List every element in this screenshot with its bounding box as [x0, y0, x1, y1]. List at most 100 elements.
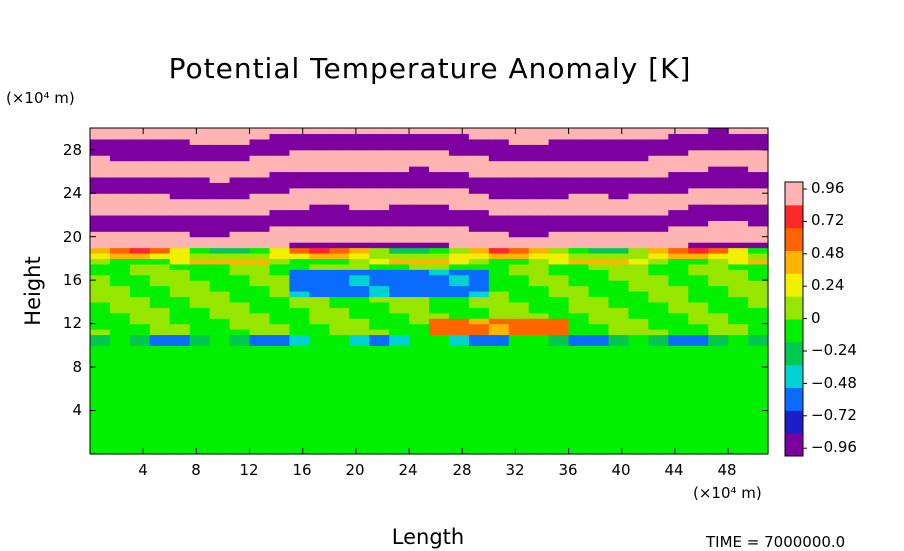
heatmap-cell — [189, 345, 211, 352]
heatmap-cell — [748, 166, 769, 173]
heatmap-cell — [448, 247, 470, 254]
heatmap-cell — [289, 155, 310, 162]
heatmap-cell — [389, 220, 410, 227]
heatmap-cell — [349, 301, 370, 308]
heatmap-cell — [728, 318, 749, 325]
heatmap-cell — [249, 280, 271, 287]
heatmap-cell — [389, 350, 410, 357]
heatmap-cell — [429, 263, 450, 270]
heatmap-cell — [468, 448, 490, 455]
heatmap-cell — [369, 171, 390, 178]
heatmap-cell — [369, 155, 390, 162]
heatmap-cell — [169, 269, 191, 276]
heatmap-cell — [608, 432, 630, 439]
heatmap-cell — [369, 160, 390, 167]
heatmap-cell — [448, 193, 470, 200]
heatmap-cell — [149, 133, 171, 140]
heatmap-cell — [189, 209, 211, 216]
heatmap-cell — [548, 236, 570, 243]
heatmap-cell — [628, 312, 649, 319]
heatmap-cell — [628, 149, 649, 156]
heatmap-cell — [588, 377, 610, 384]
heatmap-cell — [468, 410, 490, 417]
heatmap-cell — [628, 410, 649, 417]
heatmap-cell — [409, 193, 430, 200]
heatmap-cell — [429, 220, 450, 227]
heatmap-cell — [269, 252, 291, 259]
heatmap-cell — [329, 225, 350, 232]
heatmap-cell — [628, 426, 649, 433]
heatmap-cell — [468, 236, 490, 243]
heatmap-cell — [389, 426, 410, 433]
heatmap-cell — [229, 242, 251, 249]
x-tick-label: 16 — [292, 461, 312, 479]
heatmap-cell — [169, 394, 191, 401]
colorbar-swatch — [785, 410, 803, 434]
heatmap-cell — [448, 312, 470, 319]
heatmap-cell — [708, 285, 729, 292]
heatmap-cell — [668, 383, 689, 390]
heatmap-cell — [668, 301, 689, 308]
heatmap-cell — [149, 345, 171, 352]
heatmap-cell — [90, 301, 111, 308]
heatmap-cell — [688, 367, 709, 374]
heatmap-cell — [628, 274, 649, 281]
heatmap-cell — [369, 263, 390, 270]
heatmap-cell — [309, 182, 330, 189]
heatmap-cell — [349, 383, 370, 390]
heatmap-cell — [309, 399, 330, 406]
x-axis-unit: (×10⁴ m) — [693, 484, 762, 502]
heatmap-cell — [588, 242, 610, 249]
heatmap-cell — [369, 301, 390, 308]
heatmap-cell — [109, 323, 131, 330]
heatmap-cell — [90, 128, 111, 135]
heatmap-cell — [149, 405, 171, 412]
heatmap-cell — [109, 128, 131, 135]
heatmap-cell — [708, 296, 729, 303]
heatmap-cell — [608, 394, 630, 401]
heatmap-cell — [628, 323, 649, 330]
heatmap-cell — [169, 198, 191, 205]
heatmap-cell — [728, 323, 749, 330]
heatmap-cell — [488, 405, 510, 412]
heatmap-cell — [528, 356, 550, 363]
heatmap-cell — [369, 426, 390, 433]
heatmap-cell — [109, 247, 131, 254]
heatmap-cell — [149, 176, 171, 183]
heatmap-cell — [608, 323, 630, 330]
heatmap-cell — [628, 160, 649, 167]
heatmap-cell — [329, 269, 350, 276]
heatmap-cell — [209, 301, 231, 308]
heatmap-cell — [448, 339, 470, 346]
heatmap-cell — [448, 133, 470, 140]
heatmap-cell — [688, 231, 709, 238]
heatmap-cell — [508, 367, 530, 374]
heatmap-cell — [129, 291, 151, 298]
heatmap-cell — [429, 301, 450, 308]
heatmap-cell — [448, 209, 470, 216]
heatmap-cell — [728, 361, 749, 368]
heatmap-cell — [209, 394, 231, 401]
heatmap-cell — [648, 410, 669, 417]
heatmap-cell — [189, 225, 211, 232]
heatmap-cell — [448, 144, 470, 151]
heatmap-cell — [628, 448, 649, 455]
heatmap-cell — [628, 296, 649, 303]
heatmap-cell — [429, 443, 450, 450]
heatmap-cell — [229, 410, 251, 417]
heatmap-cell — [149, 247, 171, 254]
colorbar-swatch — [785, 296, 803, 320]
heatmap-cell — [628, 242, 649, 249]
heatmap-cell — [429, 372, 450, 379]
heatmap-cell — [349, 176, 370, 183]
heatmap-cell — [329, 383, 350, 390]
heatmap-cell — [289, 345, 310, 352]
heatmap-cell — [229, 247, 251, 254]
heatmap-cell — [648, 394, 669, 401]
heatmap-cell — [349, 426, 370, 433]
heatmap-cell — [349, 155, 370, 162]
heatmap-cell — [728, 399, 749, 406]
heatmap-cell — [369, 307, 390, 314]
heatmap-cell — [448, 214, 470, 221]
heatmap-cell — [688, 323, 709, 330]
